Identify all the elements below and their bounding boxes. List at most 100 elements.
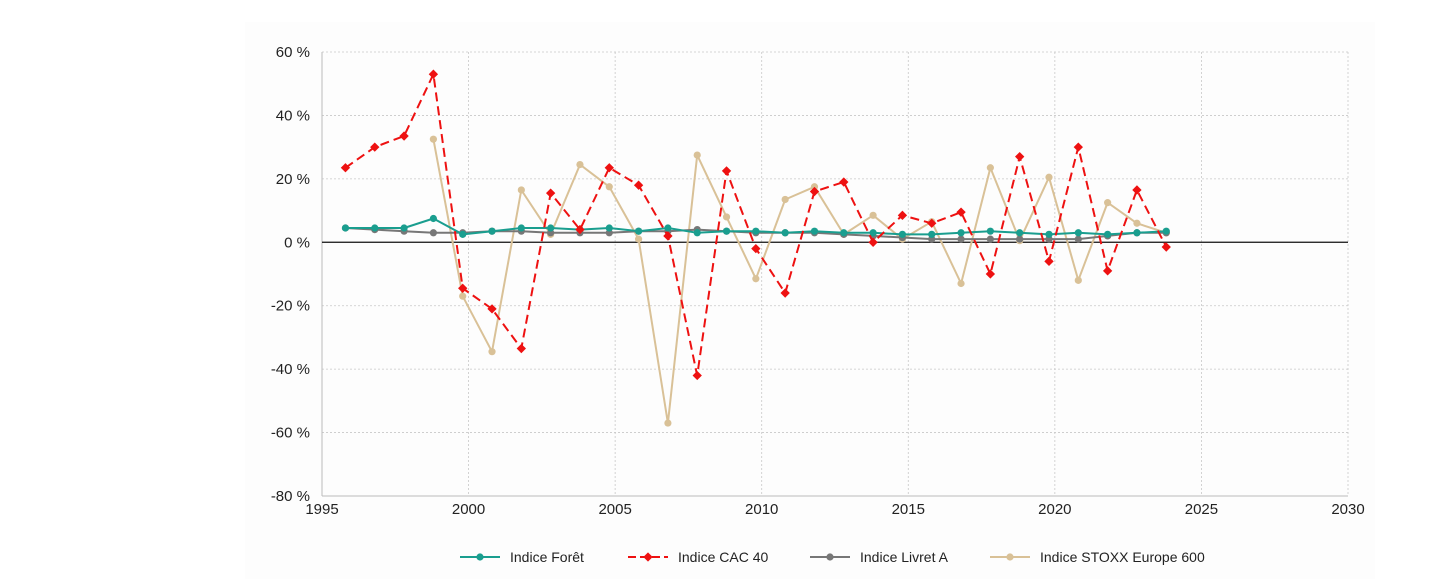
chart-panel: 60 % 40 % 20 % 0 % -20 % -40 % -60 % -80 % 1995 2… <box>245 22 1375 579</box>
data-point <box>517 186 525 194</box>
data-point <box>1074 276 1082 284</box>
data-point <box>781 229 789 237</box>
legend: Indice Forêt Indice CAC 40 Indice Livret A… <box>460 549 1205 565</box>
data-point <box>429 135 437 143</box>
data-point <box>1045 173 1053 181</box>
data-point <box>1132 185 1142 195</box>
data-point <box>956 207 966 217</box>
data-point <box>605 183 613 191</box>
data-point <box>1162 227 1170 235</box>
y-tick-label: 0 % <box>284 234 310 251</box>
y-tick-label: -20 % <box>271 298 310 315</box>
data-point <box>809 186 820 197</box>
data-point <box>986 227 994 235</box>
data-point <box>780 288 790 298</box>
data-point <box>898 230 907 238</box>
data-point <box>634 227 643 235</box>
data-point <box>663 231 673 241</box>
data-point <box>1016 235 1024 243</box>
data-point <box>459 230 467 238</box>
data-point <box>605 224 613 232</box>
data-point <box>840 229 848 237</box>
data-point <box>752 227 760 235</box>
data-point <box>341 224 350 232</box>
series-layer <box>340 69 1171 427</box>
data-point <box>400 224 408 232</box>
x-tick-label: 2005 <box>598 501 631 518</box>
data-point <box>928 230 936 238</box>
legend-label: Indice Forêt <box>510 549 584 565</box>
data-point <box>429 214 437 223</box>
data-point <box>487 304 497 314</box>
data-point <box>604 163 614 173</box>
data-point <box>810 183 819 191</box>
data-point <box>459 292 467 300</box>
legend-marker <box>643 552 653 562</box>
data-point <box>1074 235 1082 243</box>
data-point <box>340 163 351 173</box>
legend-item-indice-livret-a: Indice Livret A <box>810 549 949 565</box>
x-tick-label: 1995 <box>305 501 338 518</box>
data-point <box>869 211 877 219</box>
data-point <box>721 166 732 176</box>
x-tick-label: 2010 <box>745 501 778 518</box>
y-tick-label: -60 % <box>271 425 310 442</box>
data-point <box>1104 199 1112 207</box>
data-point <box>458 283 468 293</box>
data-point <box>927 218 937 228</box>
data-point <box>957 279 965 288</box>
data-point <box>722 213 731 221</box>
y-tick-label: 20 % <box>276 171 310 188</box>
x-tick-label: 2015 <box>892 501 925 518</box>
data-point <box>488 227 496 235</box>
legend-marker <box>1006 553 1014 561</box>
series-indice-stoxx-europe-600 <box>429 135 1170 427</box>
data-point <box>664 224 672 232</box>
legend-marker <box>476 553 484 561</box>
data-point <box>692 370 702 381</box>
legend-marker <box>826 553 834 561</box>
x-tick-label: 2030 <box>1331 501 1364 518</box>
data-point <box>1102 266 1113 276</box>
data-point <box>516 343 527 354</box>
data-point <box>693 229 701 237</box>
data-point <box>868 237 878 247</box>
axes: 60 % 40 % 20 % 0 % -20 % -40 % -60 % -80 %1995 2… <box>271 44 1365 518</box>
data-point <box>1015 151 1025 162</box>
grid <box>322 51 1349 496</box>
data-point <box>1133 219 1141 227</box>
data-point <box>428 69 439 79</box>
data-point <box>664 419 672 427</box>
data-point <box>957 229 965 237</box>
data-point <box>1161 242 1171 252</box>
data-point <box>1073 142 1083 152</box>
data-point <box>576 160 584 169</box>
legend-item-indice-cac-40: Indice CAC 40 <box>628 549 768 565</box>
data-point <box>957 235 965 243</box>
legend-item-indice-stoxx-europe-600: Indice STOXX Europe 600 <box>990 549 1205 565</box>
legend-label: Indice Livret A <box>860 549 949 565</box>
data-point <box>371 224 379 232</box>
data-point <box>633 180 644 190</box>
data-point <box>547 224 555 232</box>
legend-item-indice-foret: Indice Forêt <box>460 549 584 565</box>
data-point <box>986 164 994 172</box>
data-point <box>869 229 877 237</box>
data-point <box>399 131 409 141</box>
data-point <box>545 188 556 198</box>
data-point <box>1016 229 1024 237</box>
x-tick-label: 2000 <box>452 501 485 518</box>
data-point <box>810 227 819 235</box>
data-point <box>1104 230 1112 238</box>
legend-label: Indice STOXX Europe 600 <box>1040 549 1205 565</box>
data-point <box>986 235 994 243</box>
data-point <box>722 227 731 235</box>
y-tick-label: 60 % <box>276 44 310 61</box>
data-point <box>634 235 643 243</box>
series-indice-cac-40 <box>340 69 1171 381</box>
data-point <box>693 151 701 159</box>
x-tick-label: 2025 <box>1185 501 1218 518</box>
data-point <box>429 229 437 237</box>
data-point <box>1133 229 1141 237</box>
data-point <box>751 243 761 254</box>
